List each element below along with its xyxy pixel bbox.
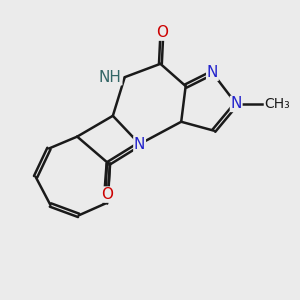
Text: N: N [134,136,145,152]
Text: O: O [101,187,113,202]
Text: CH₃: CH₃ [264,97,290,111]
Text: NH: NH [99,70,122,85]
Text: N: N [230,96,242,111]
Text: O: O [156,25,168,40]
Text: N: N [207,65,218,80]
